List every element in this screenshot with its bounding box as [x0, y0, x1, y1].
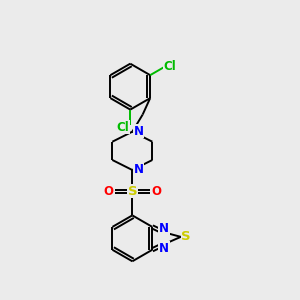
Text: S: S [181, 230, 191, 243]
Text: O: O [104, 185, 114, 198]
Text: N: N [159, 222, 169, 235]
Text: Cl: Cl [116, 121, 129, 134]
Text: Cl: Cl [164, 60, 176, 73]
Text: N: N [134, 124, 144, 138]
Text: S: S [128, 185, 137, 198]
Text: N: N [159, 242, 169, 255]
Text: N: N [134, 163, 144, 176]
Text: O: O [151, 185, 161, 198]
